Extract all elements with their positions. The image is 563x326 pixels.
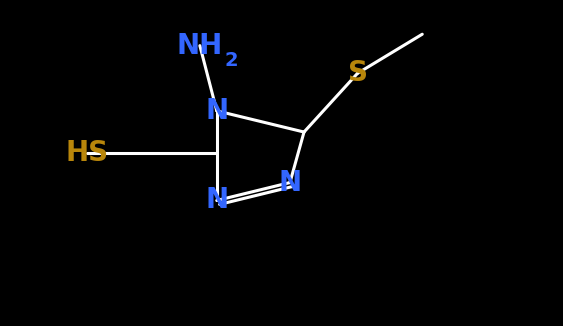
- Text: NH: NH: [177, 32, 223, 60]
- Text: S: S: [347, 59, 368, 87]
- Text: N: N: [278, 169, 302, 197]
- Text: N: N: [205, 186, 229, 215]
- Text: HS: HS: [66, 139, 109, 167]
- Text: N: N: [205, 97, 229, 125]
- Text: 2: 2: [224, 51, 238, 70]
